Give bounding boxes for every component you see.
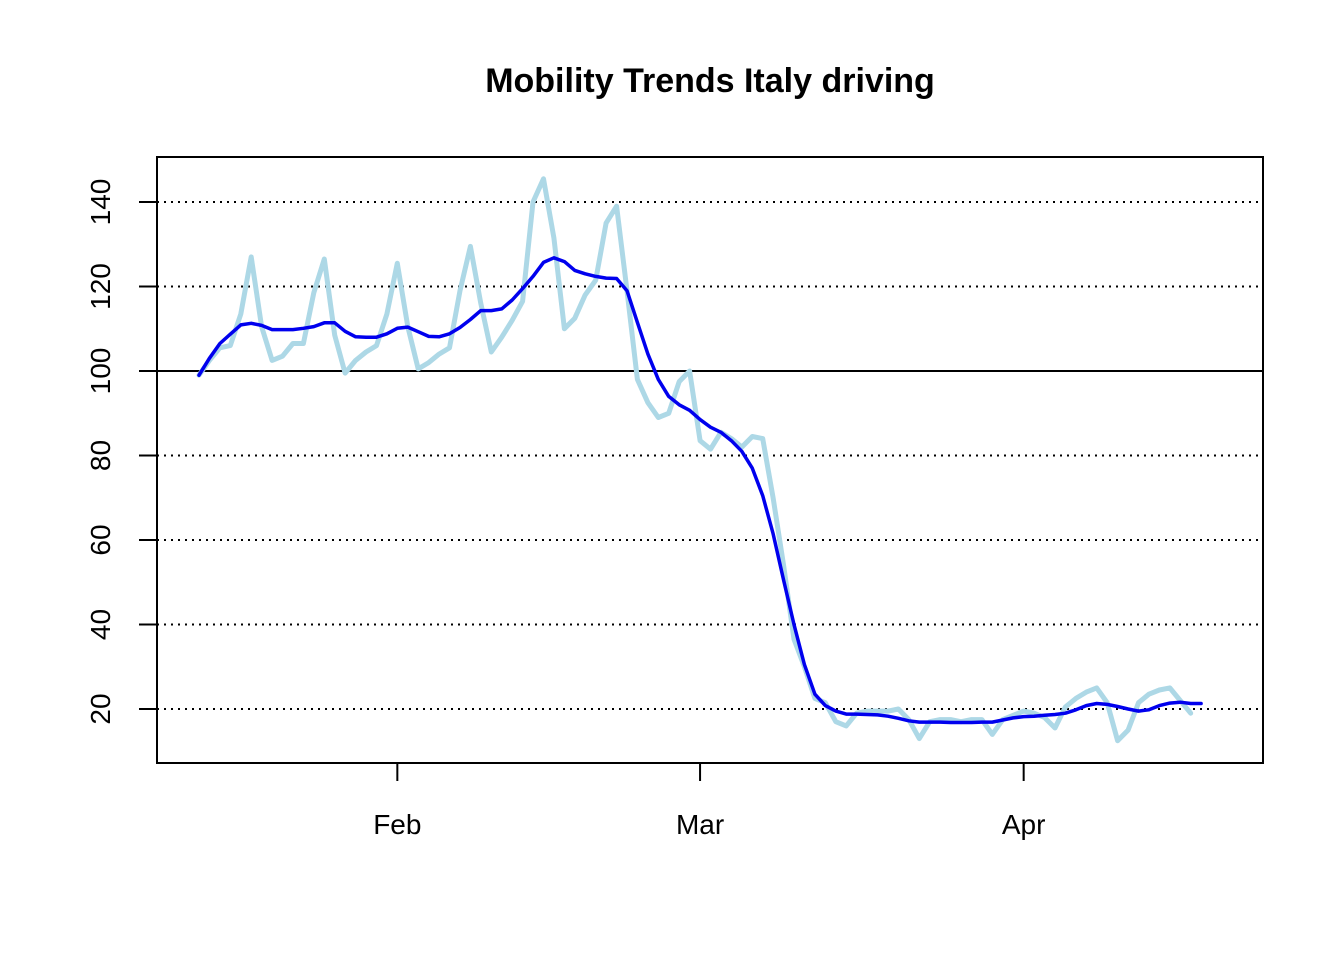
y-axis: 20 40 60 80 100 120 140 — [85, 179, 157, 725]
y-tick-label: 20 — [85, 693, 116, 724]
series-group — [196, 176, 1203, 744]
y-tick-label: 100 — [85, 348, 116, 395]
series-line-2 — [197, 256, 1203, 725]
series-line-1 — [196, 176, 1194, 744]
y-tick-label: 60 — [85, 524, 116, 555]
x-tick-label: Feb — [373, 809, 421, 840]
chart-title: Mobility Trends Italy driving — [485, 62, 935, 100]
y-tick-label: 120 — [85, 263, 116, 310]
y-tick-label: 80 — [85, 440, 116, 471]
y-tick-label: 40 — [85, 609, 116, 640]
plot-frame — [156, 156, 1264, 764]
y-tick-label: 140 — [85, 179, 116, 226]
x-tick-label: Apr — [1002, 809, 1046, 840]
x-axis: Feb Mar Apr — [373, 763, 1045, 840]
grid-lines — [157, 201, 1263, 710]
x-tick-label: Mar — [676, 809, 724, 840]
